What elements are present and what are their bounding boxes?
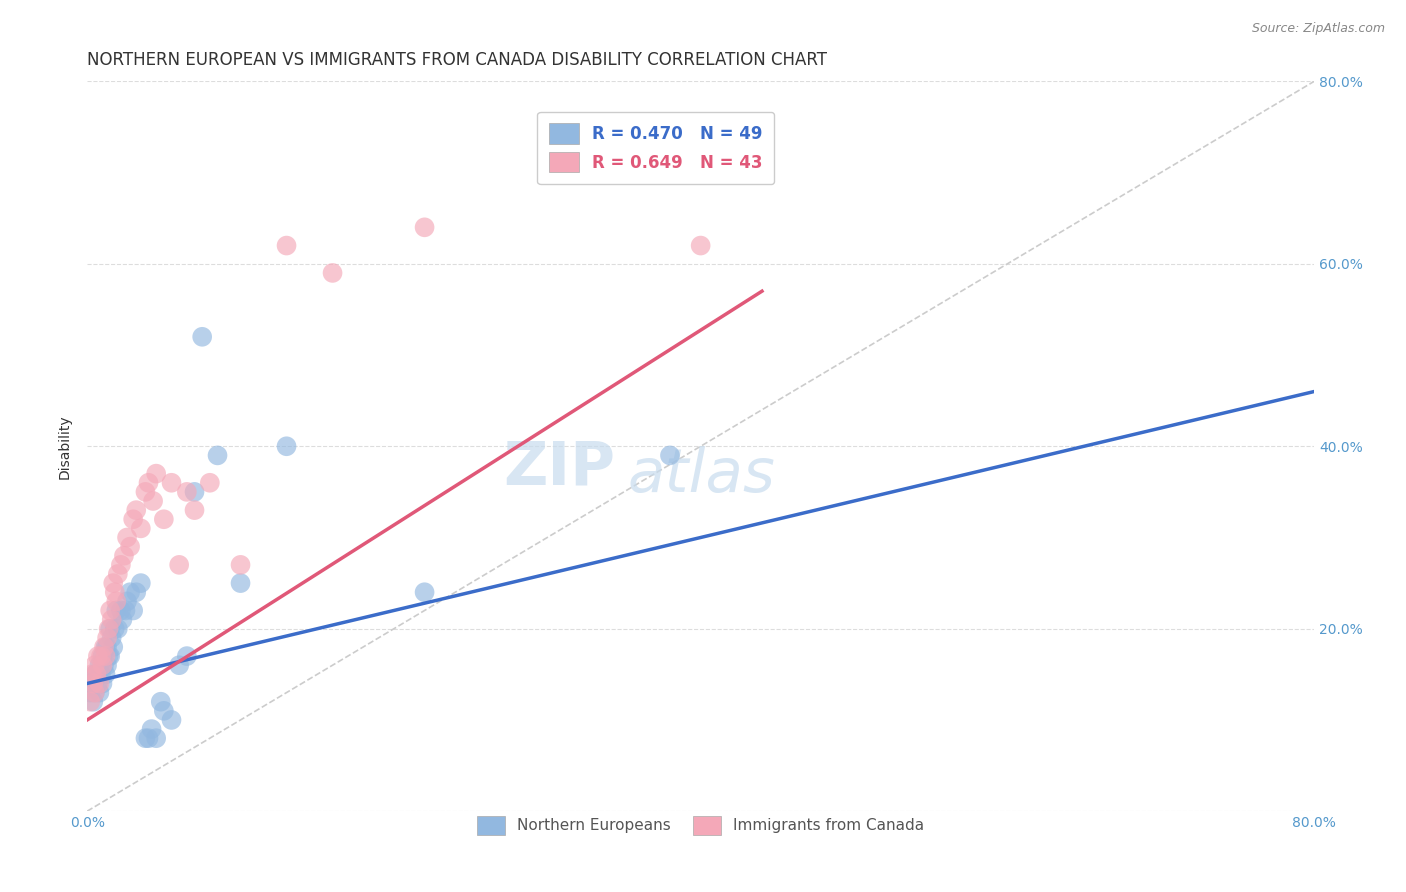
Legend: Northern Europeans, Immigrants from Canada: Northern Europeans, Immigrants from Cana… — [468, 806, 934, 844]
Point — [229, 558, 252, 572]
Point — [87, 649, 110, 664]
Point — [96, 658, 118, 673]
Point — [149, 695, 172, 709]
Point — [86, 667, 108, 681]
Point — [125, 503, 148, 517]
Point — [145, 467, 167, 481]
Point — [93, 640, 115, 654]
Point — [120, 540, 142, 554]
Point — [83, 685, 105, 699]
Point — [176, 484, 198, 499]
Point — [120, 585, 142, 599]
Point — [129, 576, 152, 591]
Point — [276, 238, 298, 252]
Point — [176, 649, 198, 664]
Point — [536, 165, 558, 179]
Point — [104, 585, 127, 599]
Point — [413, 585, 436, 599]
Point — [138, 475, 160, 490]
Point — [91, 658, 114, 673]
Point — [115, 594, 138, 608]
Point — [134, 731, 156, 746]
Point — [141, 722, 163, 736]
Point — [229, 576, 252, 591]
Point — [110, 558, 132, 572]
Point — [86, 667, 108, 681]
Point — [82, 695, 104, 709]
Point — [91, 676, 114, 690]
Point — [89, 658, 111, 673]
Point — [167, 658, 190, 673]
Point — [83, 658, 105, 673]
Point — [191, 330, 214, 344]
Point — [79, 695, 101, 709]
Point — [97, 622, 120, 636]
Point — [659, 449, 682, 463]
Point — [96, 631, 118, 645]
Point — [94, 640, 117, 654]
Point — [167, 558, 190, 572]
Point — [79, 685, 101, 699]
Text: Source: ZipAtlas.com: Source: ZipAtlas.com — [1251, 22, 1385, 36]
Point — [114, 603, 136, 617]
Text: NORTHERN EUROPEAN VS IMMIGRANTS FROM CANADA DISABILITY CORRELATION CHART: NORTHERN EUROPEAN VS IMMIGRANTS FROM CAN… — [87, 51, 827, 69]
Point — [103, 576, 125, 591]
Point — [112, 549, 135, 563]
Point — [125, 585, 148, 599]
Point — [94, 667, 117, 681]
Point — [105, 594, 128, 608]
Point — [153, 512, 176, 526]
Point — [115, 531, 138, 545]
Point — [183, 503, 205, 517]
Point — [98, 649, 121, 664]
Point — [122, 603, 145, 617]
Point — [107, 622, 129, 636]
Point — [413, 220, 436, 235]
Point — [89, 676, 111, 690]
Point — [183, 484, 205, 499]
Text: ZIP: ZIP — [503, 439, 614, 498]
Point — [134, 484, 156, 499]
Point — [145, 731, 167, 746]
Point — [83, 667, 105, 681]
Point — [104, 622, 127, 636]
Point — [122, 512, 145, 526]
Point — [80, 667, 103, 681]
Point — [97, 649, 120, 664]
Point — [138, 731, 160, 746]
Point — [107, 566, 129, 581]
Point — [90, 667, 112, 681]
Point — [198, 475, 221, 490]
Point — [98, 622, 121, 636]
Text: atlas: atlas — [627, 446, 775, 505]
Point — [129, 521, 152, 535]
Point — [91, 649, 114, 664]
Point — [82, 676, 104, 690]
Point — [160, 713, 183, 727]
Point — [89, 685, 111, 699]
Point — [96, 640, 118, 654]
Point — [103, 640, 125, 654]
Point — [90, 649, 112, 664]
Point — [142, 494, 165, 508]
Point — [93, 658, 115, 673]
Point — [207, 449, 229, 463]
Point — [94, 649, 117, 664]
Point — [153, 704, 176, 718]
Y-axis label: Disability: Disability — [58, 414, 72, 479]
Point — [111, 613, 134, 627]
Point — [100, 613, 122, 627]
Point — [87, 676, 110, 690]
Point — [98, 603, 121, 617]
Point — [110, 603, 132, 617]
Point — [689, 238, 711, 252]
Point — [80, 676, 103, 690]
Point — [105, 603, 128, 617]
Point — [160, 475, 183, 490]
Point — [322, 266, 344, 280]
Point — [83, 685, 105, 699]
Point — [276, 439, 298, 453]
Point — [100, 631, 122, 645]
